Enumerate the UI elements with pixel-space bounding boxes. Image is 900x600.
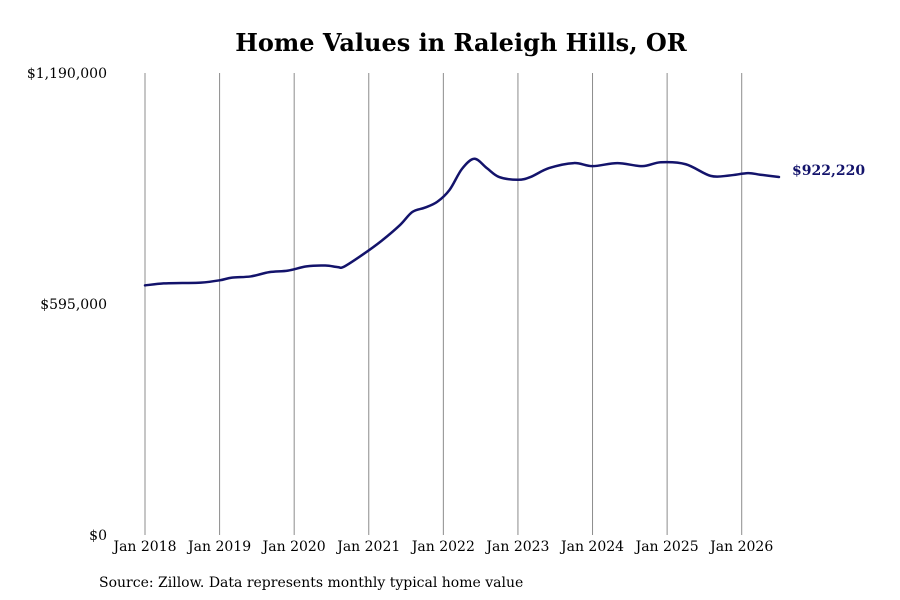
x-tick-label: Jan 2019 bbox=[186, 539, 251, 555]
data-point-2021-06 bbox=[399, 225, 400, 226]
data-point-2019-12 bbox=[287, 270, 288, 271]
source-note: Source: Zillow. Data represents monthly … bbox=[99, 575, 523, 591]
vertical-gridlines bbox=[144, 73, 743, 535]
data-point-2026-07 bbox=[778, 176, 779, 177]
y-tick-label: $1,190,000 bbox=[27, 66, 107, 82]
data-point-2021-03 bbox=[381, 241, 382, 242]
data-point-2020-08 bbox=[337, 267, 338, 268]
last-value-label: $922,220 bbox=[792, 163, 865, 179]
data-point-2020-06 bbox=[325, 265, 326, 266]
x-tick-label: Jan 2020 bbox=[261, 539, 326, 555]
data-point-2024-09 bbox=[642, 166, 643, 167]
data-point-2019-03 bbox=[231, 277, 232, 278]
data-point-2020-09 bbox=[343, 266, 344, 267]
data-point-2024-05 bbox=[617, 162, 618, 163]
data-point-2018-01 bbox=[144, 285, 145, 286]
y-axis-tick-labels: $0 $595,000 $1,190,000 bbox=[27, 66, 107, 544]
x-tick-label: Jan 2023 bbox=[484, 539, 549, 555]
data-point-2020-12 bbox=[362, 254, 363, 255]
data-point-2020-03 bbox=[306, 266, 307, 267]
data-point-2022-02 bbox=[449, 189, 450, 190]
data-point-2022-08 bbox=[486, 168, 487, 169]
data-point-2023-10 bbox=[573, 162, 574, 163]
x-tick-label: Jan 2021 bbox=[335, 539, 400, 555]
data-point-2019-09 bbox=[269, 272, 270, 273]
x-tick-label: Jan 2022 bbox=[410, 539, 475, 555]
x-tick-label: Jan 2025 bbox=[634, 539, 699, 555]
data-point-2019-01 bbox=[219, 280, 220, 281]
data-point-2024-01 bbox=[592, 166, 593, 167]
x-tick-label: Jan 2018 bbox=[111, 539, 176, 555]
series-layer bbox=[143, 157, 781, 287]
data-point-2026-02 bbox=[747, 173, 748, 174]
data-point-2026-04 bbox=[760, 174, 761, 175]
data-point-2023-06 bbox=[548, 168, 549, 169]
data-point-2024-12 bbox=[660, 162, 661, 163]
x-axis-tick-labels: Jan 2018 Jan 2019 Jan 2020 Jan 2021 Jan 2022… bbox=[111, 539, 773, 555]
x-tick-label: Jan 2024 bbox=[559, 539, 624, 555]
data-point-2025-08 bbox=[710, 175, 711, 176]
data-point-2022-06 bbox=[474, 158, 475, 159]
data-point-2023-01 bbox=[517, 179, 518, 180]
data-point-2018-10 bbox=[200, 282, 201, 283]
y-tick-label: $0 bbox=[89, 528, 107, 544]
data-point-2022-04 bbox=[461, 168, 462, 169]
data-point-2021-08 bbox=[412, 211, 413, 212]
data-point-2025-04 bbox=[685, 164, 686, 165]
chart-title: Home Values in Raleigh Hills, OR bbox=[235, 28, 688, 57]
data-point-2022-10 bbox=[499, 176, 500, 177]
data-point-2021-10 bbox=[424, 207, 425, 208]
data-point-2019-06 bbox=[250, 276, 251, 277]
home-value-series-line bbox=[143, 157, 781, 287]
data-point-2021-12 bbox=[437, 201, 438, 202]
data-point-2018-07 bbox=[182, 282, 183, 283]
data-point-2025-11 bbox=[729, 175, 730, 176]
data-point-2018-04 bbox=[163, 283, 164, 284]
data-point-2023-03 bbox=[530, 176, 531, 177]
y-tick-label: $595,000 bbox=[40, 297, 107, 313]
x-tick-label: Jan 2026 bbox=[708, 539, 773, 555]
